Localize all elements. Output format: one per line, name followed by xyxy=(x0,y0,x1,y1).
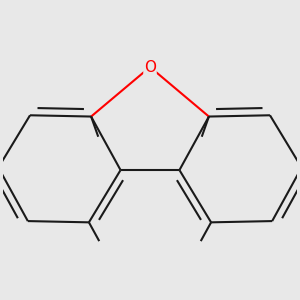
Text: O: O xyxy=(144,59,156,74)
